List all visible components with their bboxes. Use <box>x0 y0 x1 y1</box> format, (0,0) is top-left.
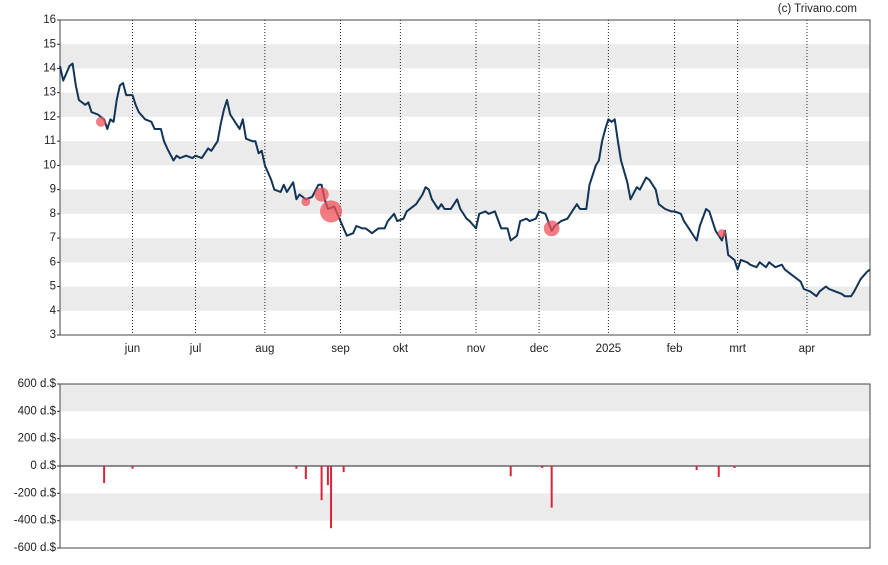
grid-band <box>60 438 870 466</box>
y-tick-label: 16 <box>43 14 56 26</box>
y-tick-label: 12 <box>43 111 56 123</box>
bar <box>550 466 553 508</box>
y-tick-label: 8 <box>50 208 56 220</box>
trade-bubble <box>314 187 329 202</box>
y-tick-label: 13 <box>43 87 56 99</box>
x-tick-label: sep <box>331 343 350 355</box>
grid-band <box>60 141 870 166</box>
source-credit: (c) Trivano.com <box>778 3 857 15</box>
y-tick-label: 400 d.$ <box>18 405 57 417</box>
y-tick-label: 15 <box>43 38 56 50</box>
y-tick-label: 10 <box>43 159 56 171</box>
x-tick-label: apr <box>799 343 816 355</box>
bar <box>320 466 323 501</box>
grid-band <box>60 286 870 311</box>
price-line <box>59 62 871 298</box>
y-tick-label: 0 d.$ <box>30 460 56 472</box>
grid-band <box>60 493 870 521</box>
x-tick-label: jul <box>189 343 202 355</box>
trade-bubble <box>543 220 560 237</box>
grid-band <box>60 44 870 69</box>
bar <box>304 466 307 479</box>
x-tick-label: dec <box>530 343 549 355</box>
x-tick-label: feb <box>667 343 683 355</box>
trade-bubble <box>301 197 311 207</box>
grid-band <box>60 92 870 117</box>
x-tick-label: jun <box>124 343 140 355</box>
x-tick-label: okt <box>393 343 409 355</box>
bar <box>342 466 345 473</box>
x-tick-label: mrt <box>729 343 746 355</box>
plot-frame <box>59 19 871 336</box>
bar <box>330 466 333 529</box>
y-tick-label: 9 <box>50 184 56 196</box>
y-tick-label: -400 d.$ <box>14 515 57 527</box>
bar <box>295 466 298 469</box>
trade-bubble <box>717 229 726 238</box>
bar <box>509 466 512 477</box>
bar <box>695 466 698 471</box>
y-tick-label: 14 <box>43 62 56 74</box>
grid-band <box>60 384 870 412</box>
y-tick-label: -600 d.$ <box>14 542 57 554</box>
y-tick-label: 4 <box>50 305 57 317</box>
trade-bubble <box>320 200 343 223</box>
y-tick-label: 200 d.$ <box>18 433 57 445</box>
bar <box>103 466 106 484</box>
bar <box>131 466 134 469</box>
y-tick-label: -200 d.$ <box>14 487 57 499</box>
y-tick-label: 5 <box>50 281 56 293</box>
x-tick-label: nov <box>467 343 486 355</box>
x-tick-label: aug <box>255 343 274 355</box>
y-tick-label: 3 <box>50 329 56 341</box>
grid-band <box>60 189 870 214</box>
y-tick-label: 600 d.$ <box>18 378 57 390</box>
y-tick-label: 7 <box>50 232 56 244</box>
bar <box>733 466 736 469</box>
bar <box>326 466 329 486</box>
x-tick-label: 2025 <box>596 343 622 355</box>
bar <box>541 466 544 469</box>
grid-band <box>60 238 870 263</box>
y-tick-label: 6 <box>50 256 56 268</box>
bar <box>717 466 720 477</box>
y-tick-label: 11 <box>44 135 56 147</box>
trade-bubble <box>95 116 107 127</box>
